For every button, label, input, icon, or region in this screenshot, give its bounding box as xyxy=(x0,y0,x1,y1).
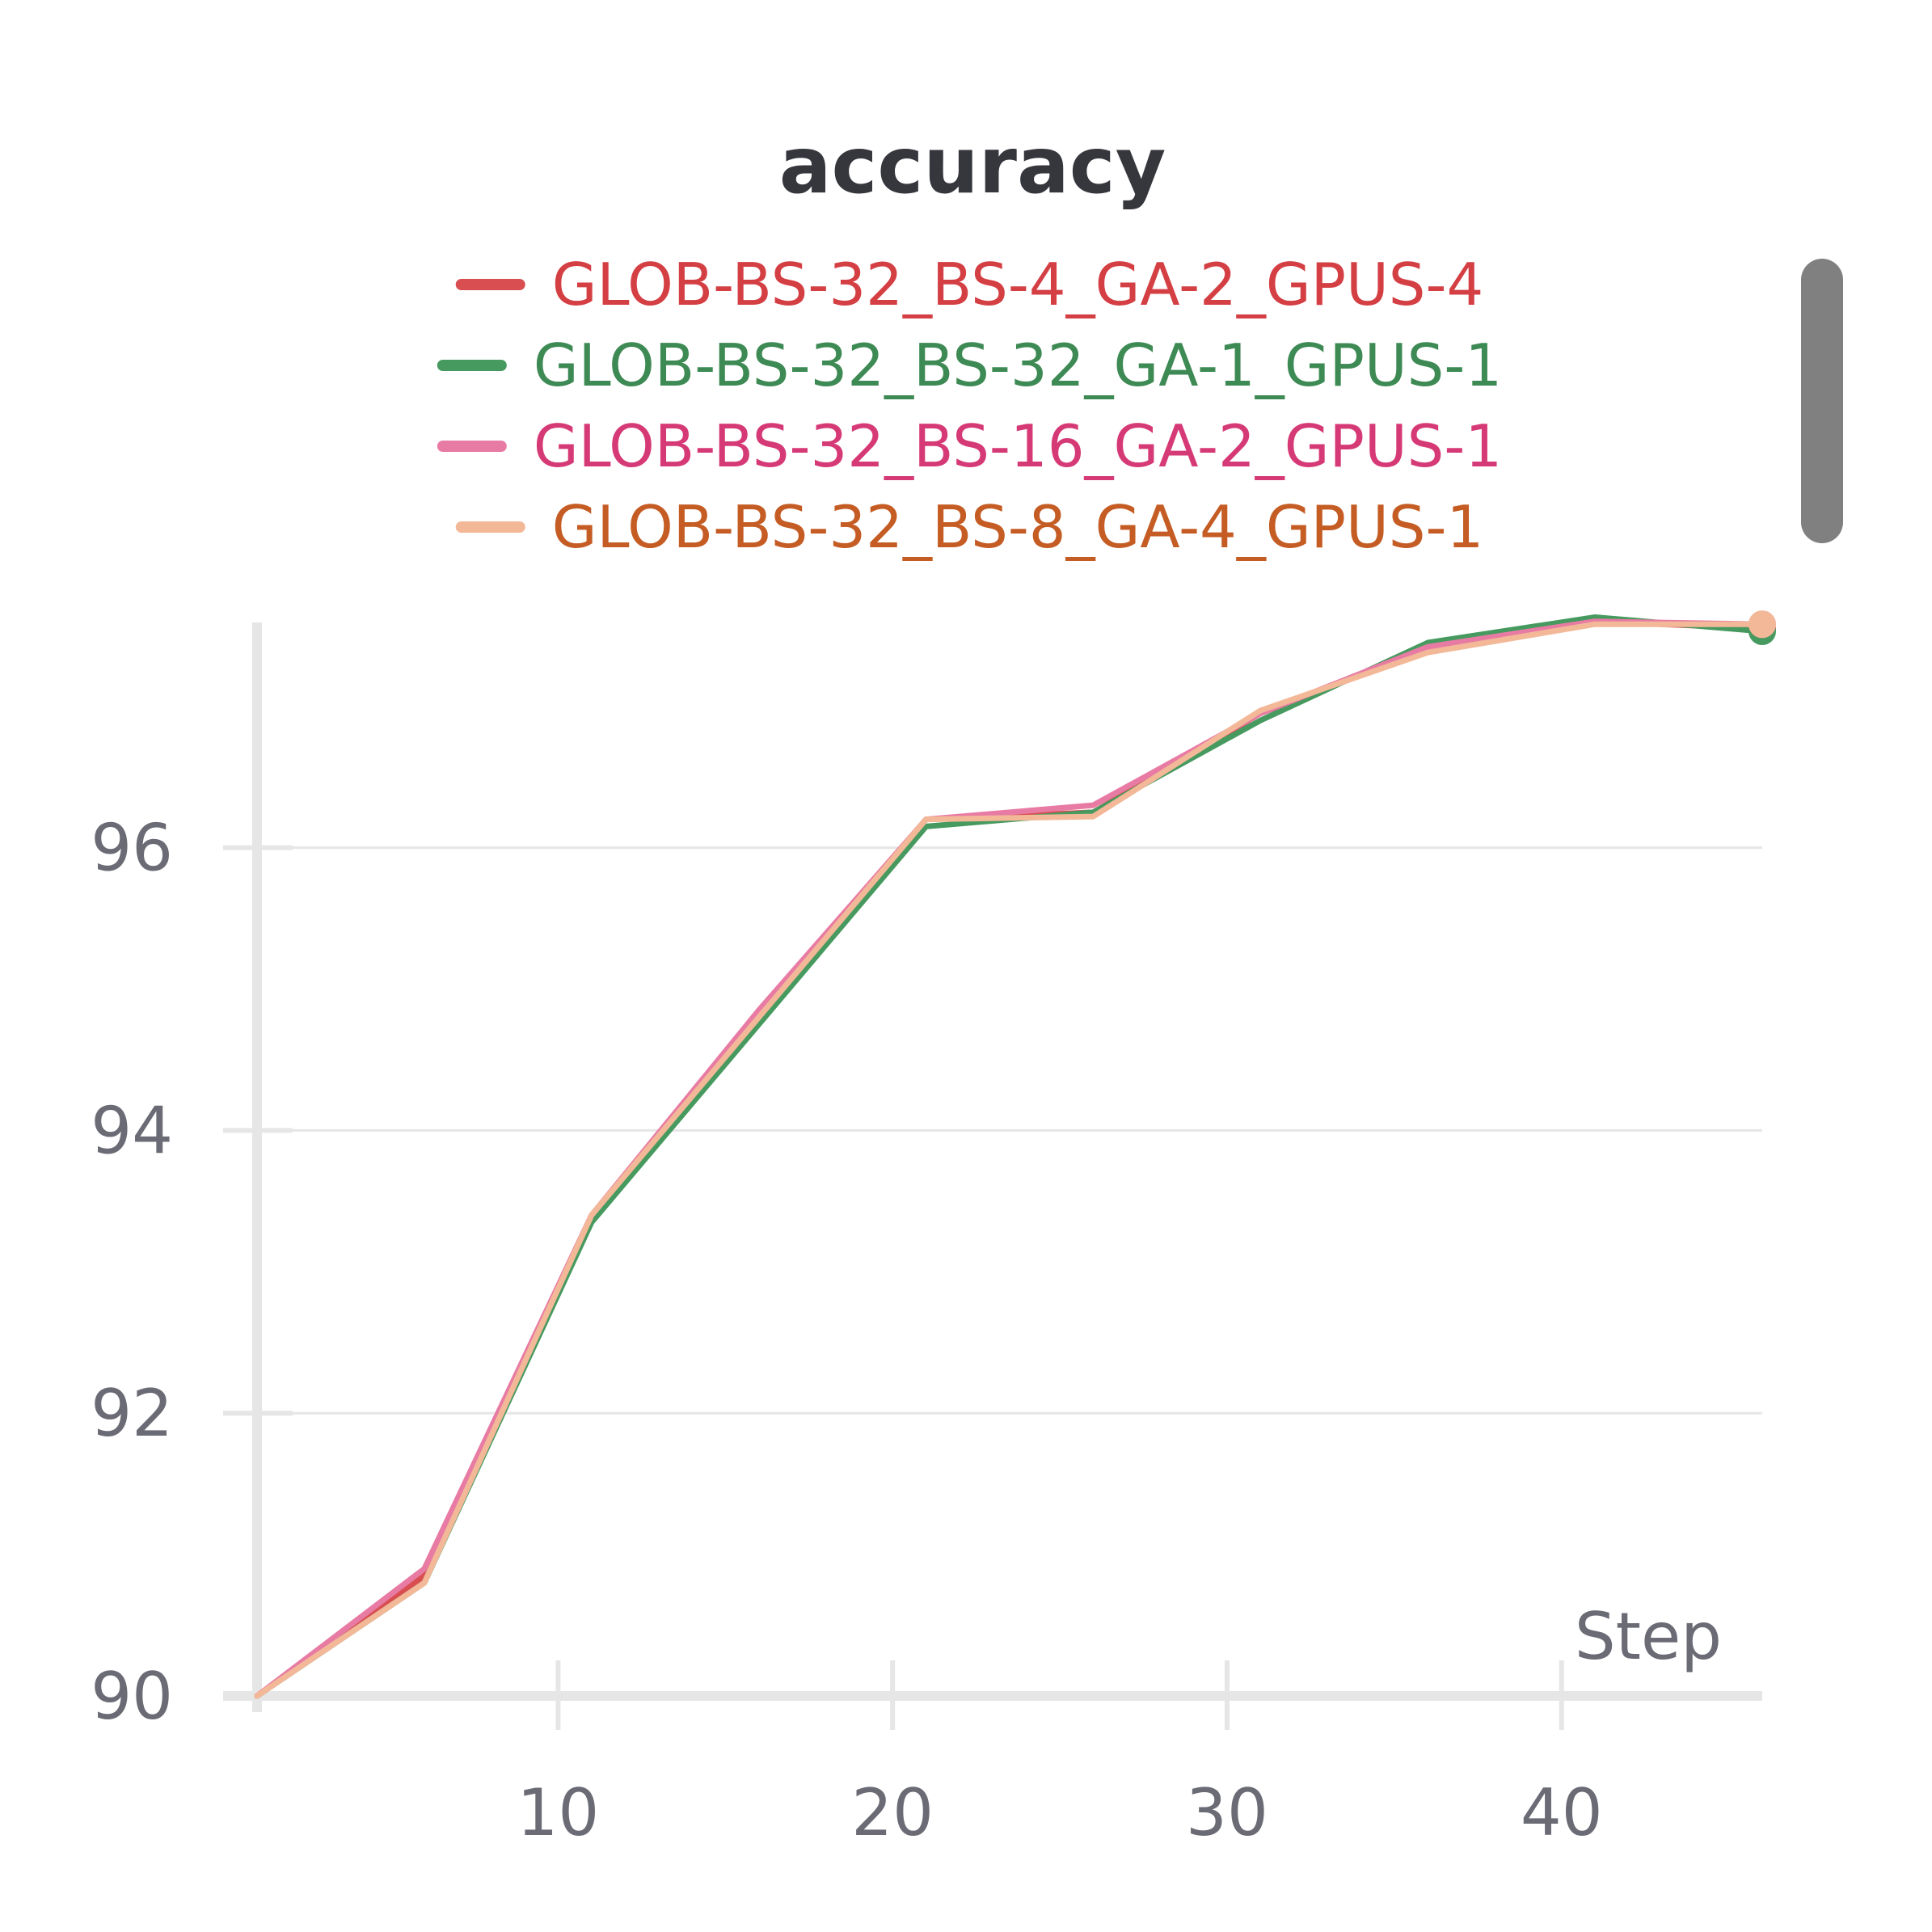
y-tick-label: 94 xyxy=(91,1093,173,1168)
y-tick-label: 92 xyxy=(91,1376,173,1451)
series-line-1 xyxy=(254,618,1765,1699)
grid-lines xyxy=(257,846,1762,1415)
x-axis-label: Step xyxy=(1575,1599,1722,1674)
legend-label: GLOB-BS-32_BS-32_GA-1_GPUS-1 xyxy=(534,331,1502,399)
legend-item-1[interactable]: GLOB-BS-32_BS-4_GA-2_GPUS-4 xyxy=(455,251,1484,318)
legend-label: GLOB-BS-32_BS-8_GA-4_GPUS-1 xyxy=(552,493,1484,561)
y-tick-label: 90 xyxy=(91,1659,173,1734)
y-tick-label: 96 xyxy=(91,811,173,886)
axes xyxy=(223,622,1762,1730)
legend-label: GLOB-BS-32_BS-4_GA-2_GPUS-4 xyxy=(552,251,1484,318)
scrollbar-thumb[interactable] xyxy=(1801,259,1843,543)
legend: GLOB-BS-32_BS-4_GA-2_GPUS-4 GLOB-BS-32_BS… xyxy=(437,251,1502,561)
series-line-4 xyxy=(254,621,1765,1699)
x-tick-label: 10 xyxy=(517,1775,600,1850)
series-lines xyxy=(254,610,1776,1699)
tick-labels: 90 92 94 96 10 20 30 40 xyxy=(91,811,1602,1850)
x-tick-label: 20 xyxy=(851,1775,934,1850)
x-tick-label: 40 xyxy=(1521,1775,1603,1850)
legend-item-2[interactable]: GLOB-BS-32_BS-32_GA-1_GPUS-1 xyxy=(437,331,1502,399)
x-tick-label: 30 xyxy=(1186,1775,1268,1850)
legend-label: GLOB-BS-32_BS-16_GA-2_GPUS-1 xyxy=(534,412,1502,480)
chart-title: accuracy xyxy=(779,120,1166,211)
legend-item-3[interactable]: GLOB-BS-32_BS-16_GA-2_GPUS-1 xyxy=(437,412,1502,480)
series-line-3 xyxy=(254,618,1765,1699)
series-end-marker-4 xyxy=(1749,610,1776,639)
legend-item-4[interactable]: GLOB-BS-32_BS-8_GA-4_GPUS-1 xyxy=(455,493,1484,561)
series-line-2 xyxy=(254,614,1765,1699)
